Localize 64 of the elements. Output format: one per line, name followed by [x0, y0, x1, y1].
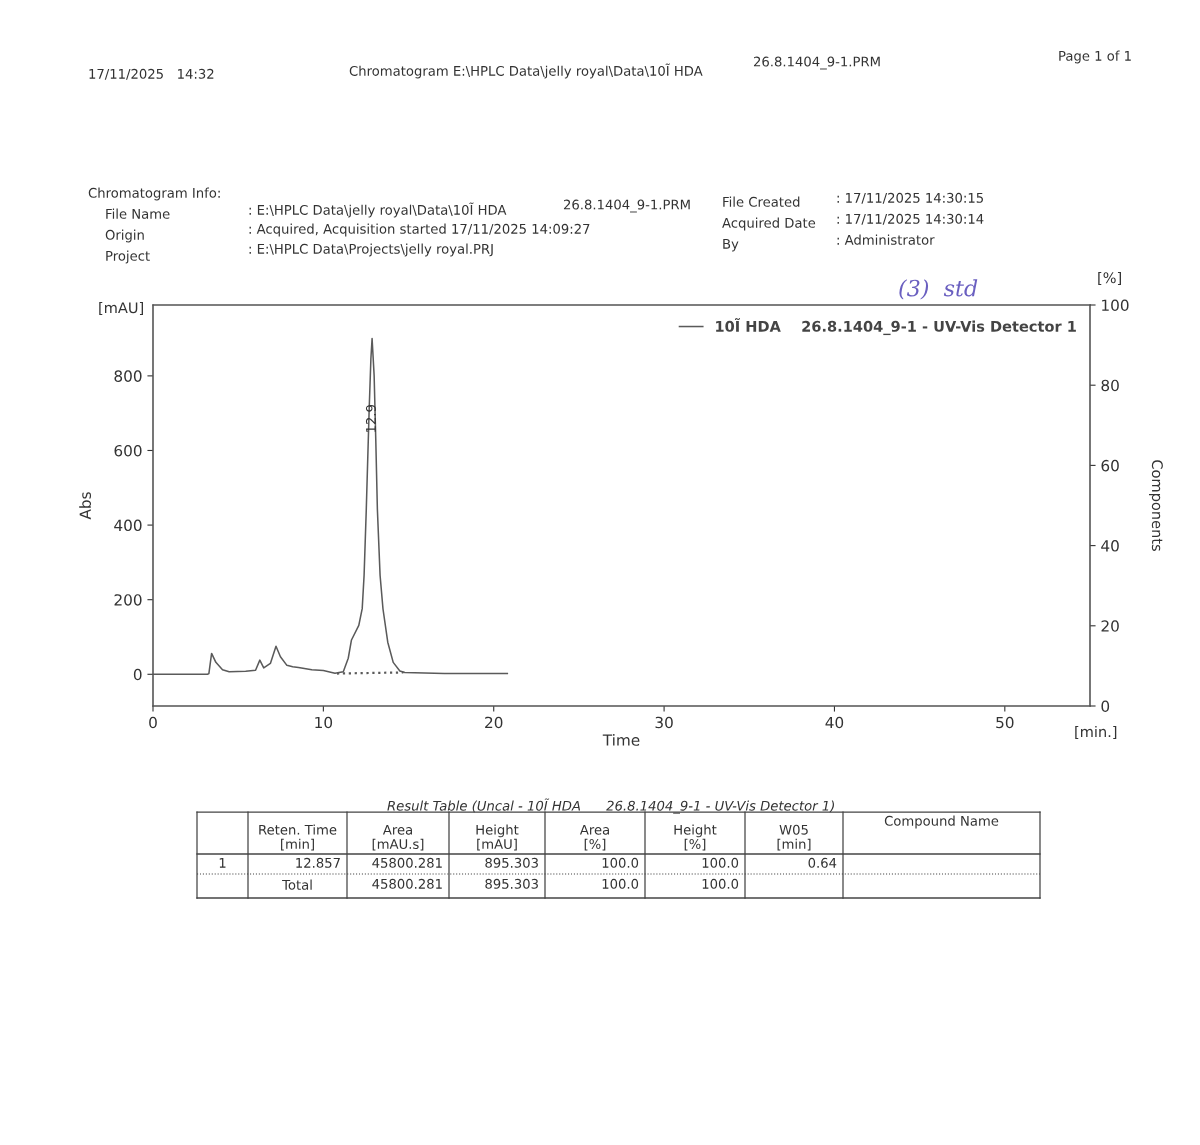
text: (3) std	[899, 279, 978, 300]
y2-tick-label: 40	[1101, 540, 1119, 552]
text: Origin	[105, 229, 144, 243]
text: Chromatogram E:\HPLC Data\jelly royal\Data\10Ĩ HDA	[349, 63, 703, 79]
text: 100.0	[602, 857, 639, 868]
text: Page 1 of 1	[1059, 50, 1131, 64]
text: : Acquired, Acquisition started 17/11/2025 14:09:27	[249, 223, 590, 237]
text: By	[723, 239, 739, 252]
text: Area [%]	[579, 824, 609, 851]
text: Height [mAU]	[476, 824, 519, 851]
text: 100.0	[702, 857, 739, 868]
x-tick-label: 0	[149, 716, 157, 729]
text: [mAU]	[99, 301, 143, 315]
text: Chromatogram Info:	[88, 187, 220, 201]
y2-tick-label: 100	[1102, 299, 1129, 312]
text: 1	[219, 858, 226, 868]
x-tick-label: 40	[825, 716, 844, 729]
text: [min.]	[1075, 725, 1117, 739]
text: 100.0	[602, 878, 639, 889]
text: 17/11/2025 14:32	[89, 68, 214, 80]
x-tick-label: 10	[315, 716, 333, 729]
text: 45800.281	[372, 878, 442, 889]
y-tick-label: 800	[114, 370, 142, 382]
y2-axis-title: Components	[1149, 460, 1163, 551]
y2-tick-label: 20	[1101, 620, 1119, 632]
x-tick-label: 50	[996, 716, 1014, 729]
x-axis-title: Time	[602, 733, 640, 746]
annotation: 12.9	[365, 405, 376, 433]
text: File Created	[723, 196, 800, 207]
text: 26.8.1404_9-1.PRM	[563, 199, 690, 213]
text: : E:\HPLC Data\jelly royal\Data\10Ĩ HDA	[249, 202, 507, 218]
text: 45800.281	[372, 857, 442, 868]
text: Height [%]	[674, 824, 717, 851]
text: Project	[106, 250, 150, 264]
text: Area [mAU.s]	[372, 824, 424, 851]
text: [%]	[1098, 271, 1121, 285]
y2-tick-label: 60	[1101, 459, 1119, 472]
x-tick-label: 30	[655, 716, 673, 729]
y-tick-label: 600	[114, 444, 142, 457]
x-tick-label: 20	[485, 716, 503, 729]
text: File Name	[106, 208, 170, 219]
text: 895.303	[485, 878, 538, 889]
y-axis-title: Abs	[79, 492, 92, 520]
text: : 17/11/2025 14:30:14	[837, 213, 984, 225]
text: Total	[282, 879, 312, 890]
text: Result Table (Uncal - 10Ĩ HDA 26.8.1404_9-1 - UV-Vis Detector 1)	[387, 798, 834, 814]
y2-tick-label: 80	[1101, 379, 1119, 392]
y-tick-label: 200	[114, 594, 142, 606]
text: : E:\HPLC Data\Projects\jelly royal.PRJ	[249, 243, 493, 257]
text: 895.303	[485, 857, 538, 868]
text: 12.857	[296, 857, 340, 868]
y-tick-label: 400	[114, 519, 142, 532]
y-tick-label: 0	[133, 668, 142, 681]
text: Acquired Date	[722, 217, 816, 231]
text: : 17/11/2025 14:30:15	[837, 192, 983, 204]
text: 100.0	[702, 878, 739, 889]
text: W05 [min]	[777, 824, 811, 851]
text: 26.8.1404_9-1.PRM	[753, 56, 880, 70]
y2-tick-label: 0	[1101, 700, 1110, 713]
text: 0.64	[808, 857, 837, 868]
legend-label: 10Ĩ HDA 26.8.1404_9-1 - UV-Vis Detector 1	[716, 318, 1076, 336]
text: : Administrator	[837, 234, 935, 245]
text: Compound Name	[884, 815, 999, 829]
text: Reten. Time [min]	[259, 824, 337, 851]
